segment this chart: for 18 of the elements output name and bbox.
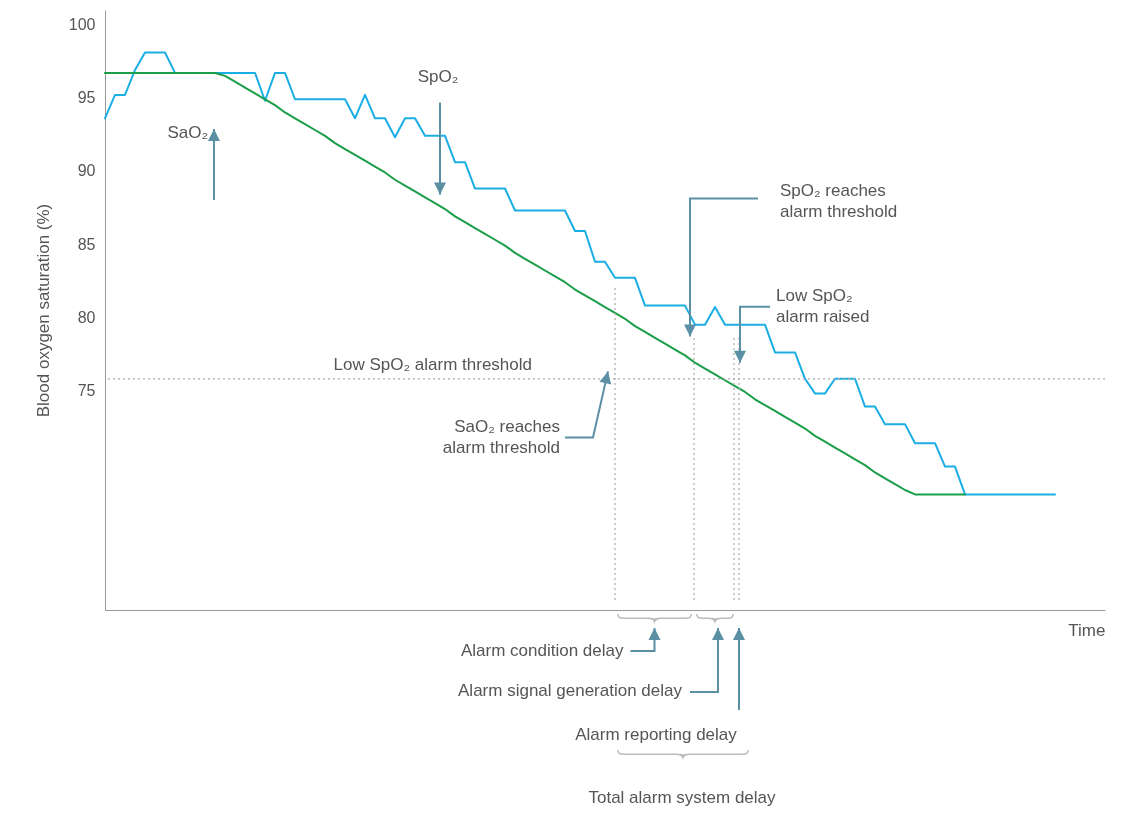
ref-line-label: Low SpO₂ alarm threshold <box>333 354 532 374</box>
y-tick-label: 75 <box>77 381 96 399</box>
y-tick-label: 85 <box>77 235 96 253</box>
text: Alarm signal generation delay <box>458 681 683 700</box>
y-tick-label: 90 <box>77 162 96 180</box>
y-axis-title: Blood oxygen saturation (%) <box>33 203 53 418</box>
x-axis-title: Time <box>1068 620 1106 640</box>
annotation: SpO₂ reaches alarm threshold <box>780 181 898 222</box>
y-tick-label: 100 <box>68 16 96 34</box>
series-label: SpO₂ <box>417 67 459 87</box>
text: Alarm condition delay <box>460 641 624 660</box>
annotation: Low SpO₂ alarm raised <box>776 285 870 326</box>
text: Alarm reporting delay <box>575 725 738 744</box>
annotation: SaO₂ reaches alarm threshold <box>442 417 560 458</box>
y-tick-label: 80 <box>77 308 96 326</box>
text: SaO₂ <box>167 123 208 142</box>
text: Total alarm system delay <box>588 788 777 807</box>
y-tick-label: 95 <box>77 89 96 107</box>
